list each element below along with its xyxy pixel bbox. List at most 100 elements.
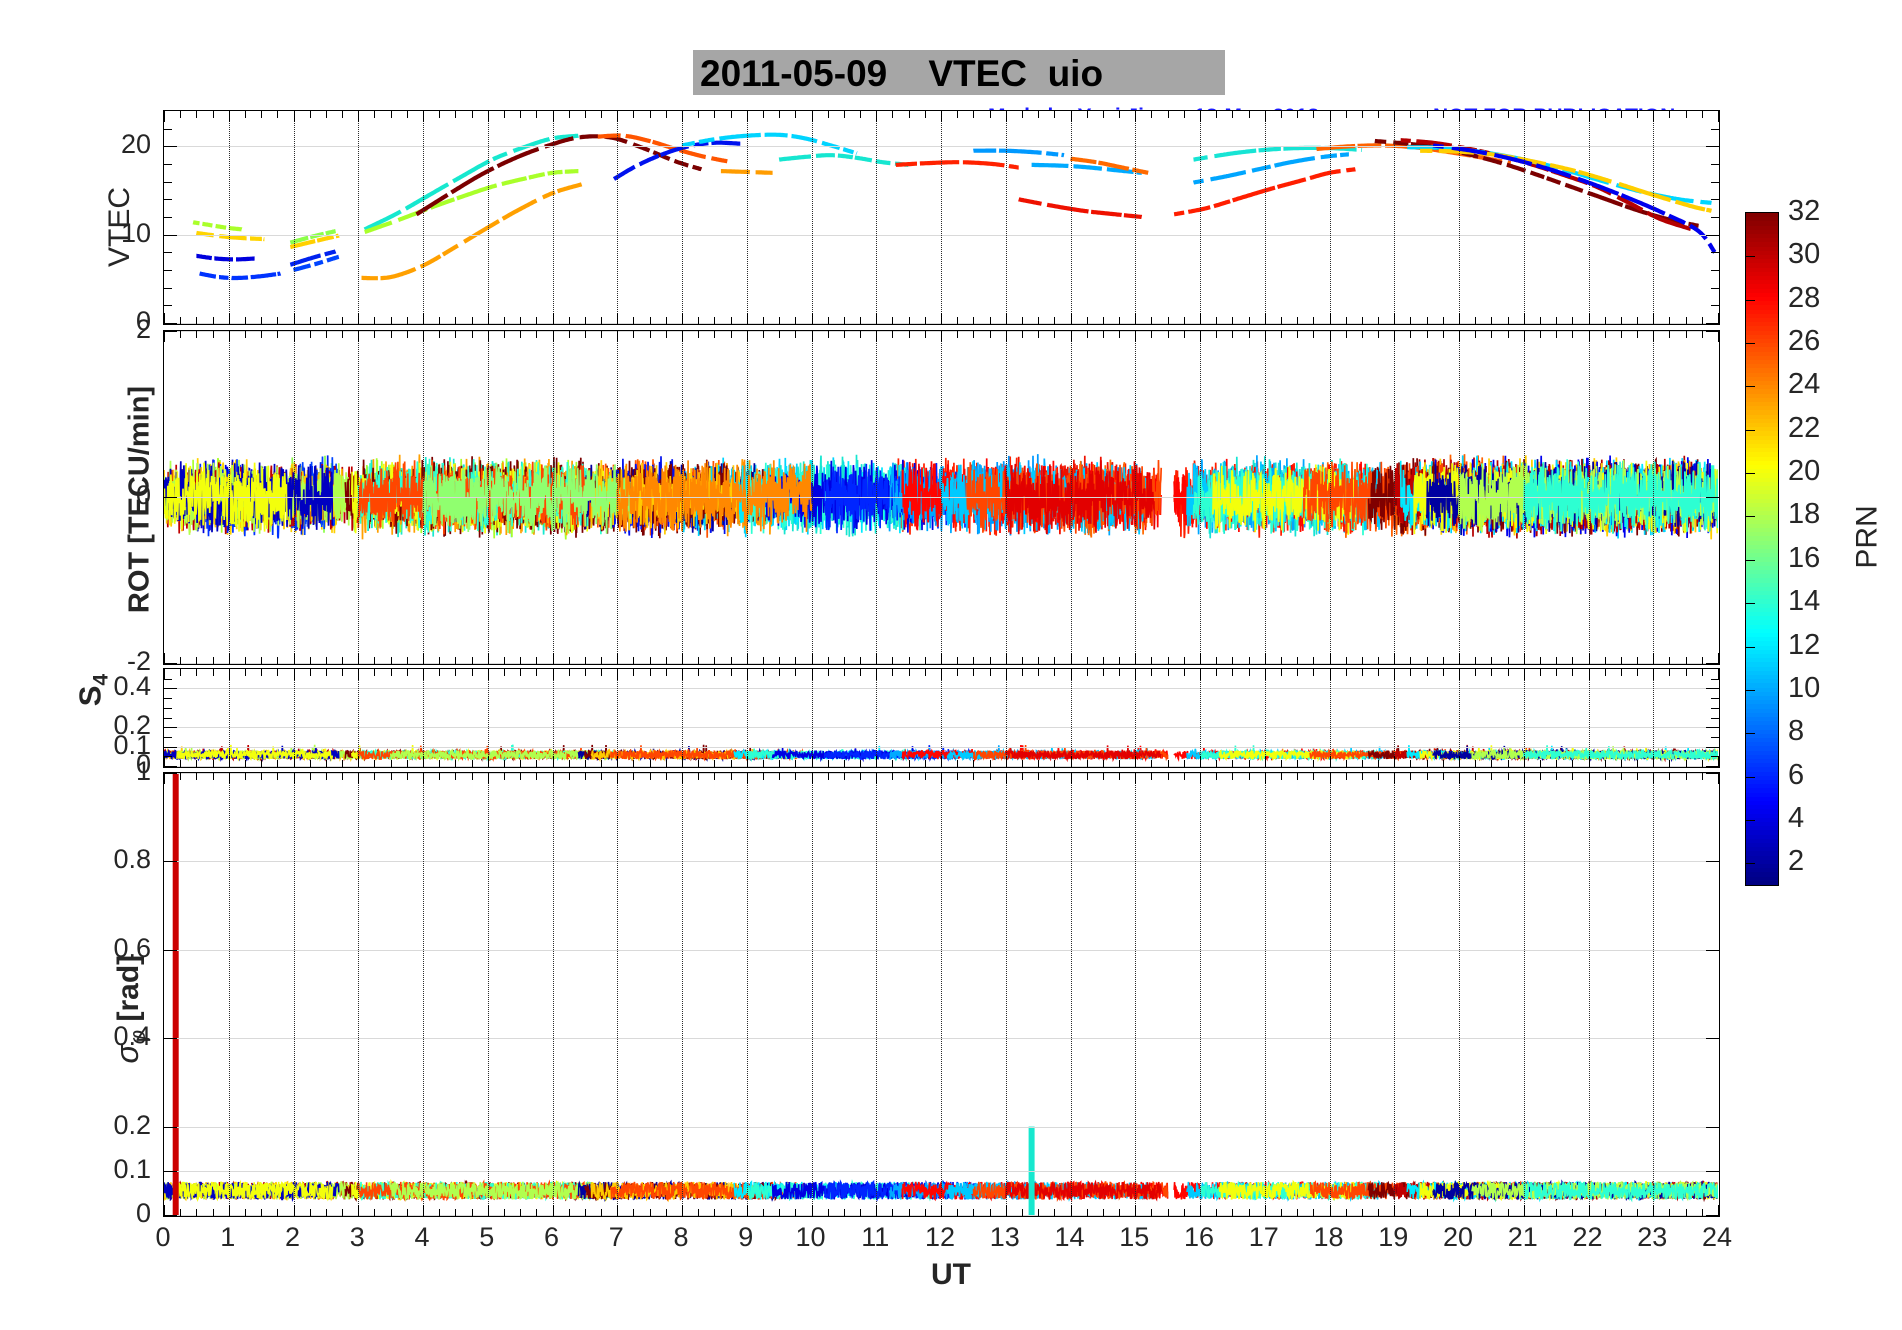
x-tick (1718, 653, 1719, 664)
vtec-arc (1616, 195, 1644, 212)
x-tick (374, 773, 376, 780)
x-tick (989, 317, 991, 324)
vtec-arc (638, 153, 660, 167)
colorbar-segment (1746, 620, 1778, 626)
gridline-v (746, 773, 748, 1216)
x-tick (439, 669, 441, 676)
x-tick (536, 111, 538, 118)
x-tick (1394, 313, 1396, 324)
x-tick (293, 653, 295, 664)
x-tick (455, 1209, 457, 1216)
gridline-v (358, 669, 360, 767)
colorbar-segment (1746, 788, 1778, 794)
x-tick (1572, 773, 1574, 780)
x-tick (1539, 1209, 1541, 1216)
x-tick (973, 317, 975, 324)
x-tick-label: 6 (543, 1222, 560, 1252)
x-tick (1426, 760, 1428, 767)
colorbar-segment (1746, 754, 1778, 761)
x-tick (180, 331, 182, 338)
x-tick (989, 1209, 991, 1216)
vtec-arc (919, 160, 960, 166)
x-tick (1361, 331, 1363, 338)
x-tick (682, 111, 683, 122)
x-tick (1620, 111, 1622, 118)
x-tick (1345, 1209, 1347, 1216)
colorbar-segment (1746, 423, 1778, 429)
gridline-v (423, 669, 424, 767)
x-tick (730, 773, 732, 780)
x-tick-label: 19 (1378, 1222, 1409, 1252)
colorbar[interactable] (1745, 212, 1779, 886)
gridline-v (552, 331, 554, 664)
x-tick (795, 317, 797, 324)
gridline-v (1653, 773, 1655, 1216)
x-tick (1361, 760, 1363, 767)
x-tick (762, 1209, 764, 1216)
vtec-arc (512, 137, 551, 153)
x-tick (730, 669, 732, 676)
x-tick (617, 313, 619, 324)
x-tick (682, 653, 683, 664)
x-tick (1280, 331, 1282, 338)
x-tick (342, 773, 344, 780)
gridline-v (228, 331, 230, 664)
x-tick (1718, 756, 1719, 767)
x-tick (277, 317, 279, 324)
x-tick (617, 756, 619, 767)
x-tick (1475, 331, 1477, 338)
x-tick (487, 773, 489, 784)
vtec-arc (895, 161, 917, 167)
x-tick (617, 1205, 619, 1216)
x-tick (1620, 657, 1622, 664)
colorbar-segment (1746, 876, 1778, 882)
y-tick (164, 252, 172, 254)
x-tick (1248, 657, 1250, 664)
x-tick (455, 657, 457, 664)
vtec-arc (1546, 176, 1562, 185)
x-tick (649, 657, 651, 664)
x-tick (1280, 111, 1282, 118)
x-tick (1216, 773, 1218, 780)
x-tick (1102, 317, 1104, 324)
colorbar-segment (1746, 683, 1778, 689)
x-tick (1491, 669, 1493, 676)
x-tick (1102, 669, 1104, 676)
y-tick-label: 0.1 (113, 729, 151, 760)
x-tick (1297, 773, 1299, 780)
x-tick (374, 1209, 376, 1216)
x-tick (1523, 773, 1525, 784)
x-tick (228, 111, 230, 122)
gridline-v (617, 111, 619, 324)
x-tick (633, 111, 635, 118)
x-tick (1475, 657, 1477, 664)
vtec-arc (1214, 148, 1257, 159)
x-tick (196, 669, 198, 676)
colorbar-segment (1746, 591, 1778, 597)
gridline-v (1588, 111, 1590, 324)
vtec-arc (842, 147, 855, 155)
x-tick (1248, 331, 1250, 338)
colorbar-segment (1746, 771, 1778, 777)
colorbar-segment (1746, 578, 1778, 584)
colorbar-segment (1746, 238, 1778, 244)
x-tick (536, 657, 538, 664)
colorbar-segment (1746, 355, 1778, 362)
x-tick-label: 0 (155, 1222, 171, 1252)
x-tick (714, 773, 716, 780)
vtec-arc (1624, 204, 1649, 216)
x-tick (1151, 657, 1153, 664)
x-tick (924, 760, 926, 767)
gridline-v (1329, 669, 1331, 767)
colorbar-segment (1746, 532, 1778, 538)
y-tick (1711, 252, 1719, 254)
x-tick (973, 760, 975, 767)
gridline-v (552, 773, 554, 1216)
x-tick (1459, 653, 1460, 664)
x-tick (1086, 760, 1088, 767)
x-tick (843, 1209, 845, 1216)
x-tick (212, 317, 214, 324)
x-tick (244, 111, 246, 118)
x-tick (1070, 331, 1072, 342)
x-tick (1491, 760, 1493, 767)
